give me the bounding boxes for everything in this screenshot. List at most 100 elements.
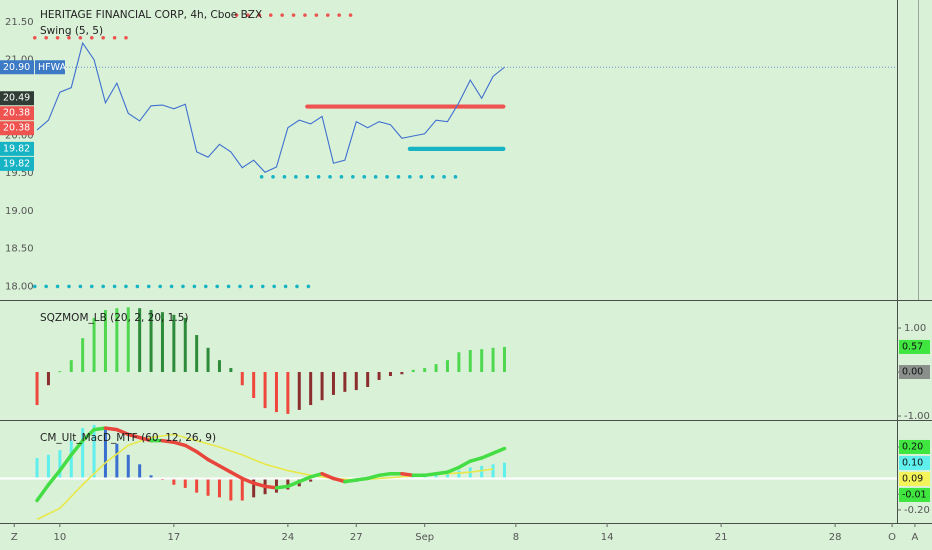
macd-line-segment [308,471,324,479]
momentum-bar [468,350,472,373]
momentum-bar [103,309,107,373]
macd-histogram-bar [252,478,256,498]
macd-histogram-bar [115,443,119,479]
momentum-bar [320,372,324,401]
price-label-box [0,106,34,121]
macd-histogram-bar [138,464,142,479]
price-label: 19.82 [3,158,30,169]
macd-histogram-bar [457,470,461,479]
momentum-bar [331,372,335,395]
momentum-bar [58,371,62,373]
macd-line-segment [445,465,461,474]
macd-line-segment [377,471,393,478]
price-label-box [0,91,34,106]
value-box-label: 0.10 [902,457,923,468]
price-label: 20.49 [3,93,30,104]
macd-line-segment [286,479,302,489]
macd-line-segment [365,473,381,481]
macd-line-segment [126,432,142,440]
macd-line-segment [46,468,62,487]
macd-histogram-bar [92,424,96,479]
momentum-bar [434,364,438,373]
macd-line-segment [160,438,176,444]
plot-layer: Z10172427Sep8142128OA21.5021.0020.5020.0… [0,13,930,543]
macd-histogram-bar [309,478,313,482]
momentum-bar [69,360,73,373]
macd-histogram-bar [274,478,278,493]
value-box [899,487,930,502]
indicator-title: CM_Ult_MacD_MTF (60, 12, 26, 9) [40,432,216,444]
chart-title: HERITAGE FINANCIAL CORP, 4h, Cboe BZX [40,9,262,21]
momentum-bar [217,360,221,373]
macd-histogram-bar [240,478,244,501]
x-tick-label: 24 [281,532,294,543]
value-box-label: 0.09 [902,473,923,484]
y-tick-label: 21.00 [5,55,34,66]
macd-line-segment [194,449,210,462]
momentum-bar [423,368,427,373]
macd-line-segment [183,443,199,454]
x-tick-label: 28 [829,532,842,543]
indicator-title: SQZMOM_LB (20, 2, 20, 1.5) [40,312,188,324]
momentum-bar [274,372,278,413]
macd-line-segment [137,435,153,443]
momentum-bar [309,372,313,406]
macd-histogram-bar [502,462,506,479]
macd-line-segment [172,440,188,448]
macd-histogram-bar [103,429,107,479]
macd-line-segment [354,476,370,482]
macd-line-segment [331,476,347,484]
macd-histogram-bar [195,478,199,493]
value-box [899,471,930,486]
price-label-box [0,60,34,75]
macd-line-segment [263,484,279,490]
symbol-tag-box [35,60,65,75]
x-tick-label: 21 [715,532,728,543]
macd-histogram-bar [480,465,484,479]
price-label: 20.90 [3,62,30,73]
momentum-bar [480,349,484,373]
macd-histogram-bar [206,478,210,496]
momentum-bar [377,372,381,380]
macd-histogram-bar [229,478,233,501]
macd-histogram-bar [126,454,130,479]
y-tick-label: -0.20 [904,505,930,516]
indicator-title: Swing (5, 5) [40,25,103,37]
momentum-bar [81,338,85,373]
macd-histogram-bar [149,475,153,479]
macd-line-segment [92,426,108,432]
price-label: 19.82 [3,143,30,154]
y-tick-label: 1.00 [904,323,926,334]
momentum-bar [35,372,39,406]
x-tick-label: 10 [53,532,66,543]
momentum-bar [126,307,130,373]
macd-histogram-bar [217,478,221,498]
momentum-bar [263,372,267,409]
momentum-bar [206,347,210,373]
value-box [899,365,930,380]
price-label: 20.38 [3,123,30,134]
macd-histogram-bar [434,475,438,479]
macd-line-segment [251,481,267,489]
x-tick-label: 17 [167,532,180,543]
x-tick-label: O [888,532,896,543]
momentum-bar [457,352,461,373]
y-tick-label: -1.00 [904,411,930,422]
y-tick-label: 19.50 [5,168,34,179]
momentum-bar [252,372,256,398]
macd-histogram-bar [81,428,85,479]
macd-line-segment [400,471,416,478]
value-box-label: 0.00 [902,367,923,378]
value-box-label: 0.57 [902,341,923,352]
momentum-bar [502,346,506,373]
momentum-bar [491,347,495,373]
macd-line-segment [229,470,245,481]
value-box [899,439,930,454]
x-tick-label: 14 [601,532,614,543]
macd-histogram-bar [491,464,495,479]
y-tick-label: 19.00 [5,206,34,217]
macd-line-segment [343,478,359,484]
price-label-box [0,121,34,136]
price-label-box [0,141,34,156]
